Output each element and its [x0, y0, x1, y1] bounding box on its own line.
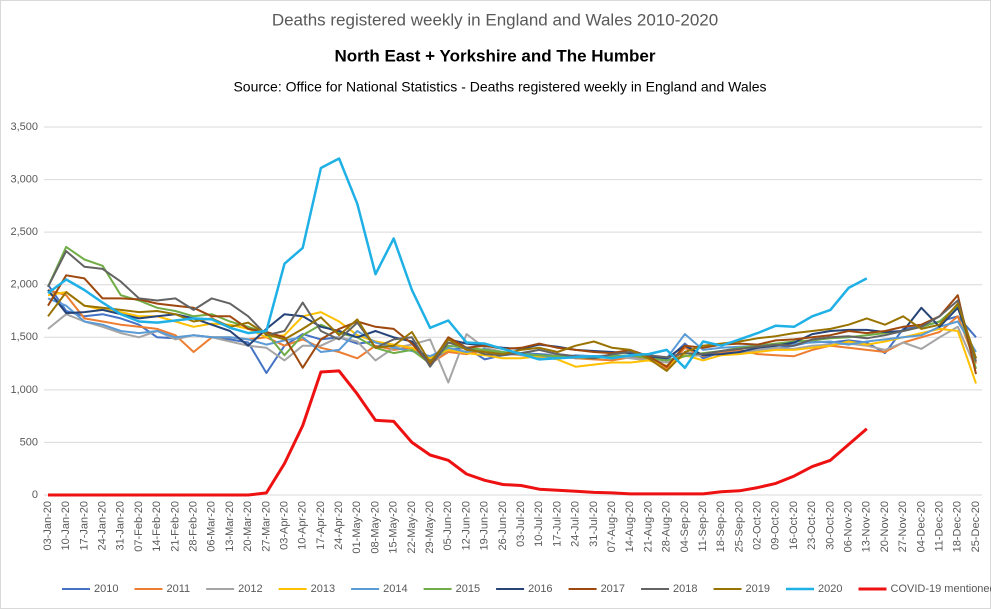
x-tick-label: 17-Apr-20	[315, 501, 327, 550]
x-tick-label: 05-Jun-20	[442, 501, 454, 551]
x-tick-label: 28-Aug-20	[661, 501, 673, 552]
legend-label: 2013	[311, 583, 335, 595]
x-tick-label: 20-Mar-20	[242, 501, 254, 552]
x-tick-label: 27-Nov-20	[897, 501, 909, 552]
legend-label: 2015	[456, 583, 480, 595]
legend-label: 2016	[528, 583, 552, 595]
chart-title: Deaths registered weekly in England and …	[272, 10, 718, 29]
x-tick-label: 19-Jun-20	[479, 501, 491, 551]
x-tick-label: 11-Sep-20	[697, 501, 709, 552]
x-tick-label: 30-Oct-20	[824, 501, 836, 550]
x-tick-label: 14-Aug-20	[624, 501, 636, 552]
y-tick-label: 2,500	[10, 226, 38, 238]
x-tick-label: 09-Oct-20	[770, 501, 782, 550]
legend-label: 2019	[746, 583, 770, 595]
x-tick-label: 04-Dec-20	[915, 501, 927, 552]
legend-label: 2020	[818, 583, 842, 595]
legend-label: 2014	[383, 583, 407, 595]
x-tick-label: 23-Oct-20	[806, 501, 818, 550]
legend-label: 2012	[238, 583, 262, 595]
chart-subtitle: North East + Yorkshire and The Humber	[334, 46, 655, 65]
x-tick-label: 01-May-20	[351, 501, 363, 554]
x-tick-label: 20-Nov-20	[879, 501, 891, 552]
x-tick-label: 13-Mar-20	[224, 501, 236, 552]
series-line	[47, 291, 977, 384]
x-tick-label: 28-Feb-20	[187, 501, 199, 552]
x-tick-label: 13-Nov-20	[861, 501, 873, 552]
legend-label: 2017	[601, 583, 625, 595]
x-tick-label: 31-Jan-20	[115, 501, 127, 551]
x-tick-label: 27-Mar-20	[260, 501, 272, 552]
y-tick-label: 1,000	[10, 384, 38, 396]
x-tick-label: 24-Jan-20	[96, 501, 108, 551]
x-tick-label: 22-May-20	[406, 501, 418, 554]
x-tick-label: 21-Feb-20	[169, 501, 181, 552]
x-tick-label: 10-Apr-20	[297, 501, 309, 550]
x-tick-label: 17-Jul-20	[551, 501, 563, 547]
x-tick-label: 10-Jul-20	[533, 501, 545, 547]
series-line	[47, 157, 868, 370]
y-tick-label: 500	[20, 436, 38, 448]
x-tick-label: 21-Aug-20	[642, 501, 654, 552]
x-tick-label: 03-Jan-20	[42, 501, 54, 551]
x-tick-label: 10-Jan-20	[60, 501, 72, 551]
x-tick-label: 25-Dec-20	[970, 501, 982, 552]
x-tick-label: 15-May-20	[388, 501, 400, 554]
series-line	[48, 369, 868, 497]
x-tick-label: 08-May-20	[369, 501, 381, 554]
legend-label: 2018	[673, 583, 697, 595]
x-tick-label: 29-May-20	[424, 501, 436, 554]
y-tick-label: 1,500	[10, 331, 38, 343]
series-line	[47, 250, 977, 368]
x-tick-label: 11-Dec-20	[934, 501, 946, 552]
x-tick-label: 04-Sep-20	[679, 501, 691, 552]
x-tick-label: 14-Feb-20	[151, 501, 163, 552]
x-tick-label: 07-Feb-20	[133, 501, 145, 552]
x-tick-label: 25-Sep-20	[733, 501, 745, 552]
x-tick-label: 12-Jun-20	[460, 501, 472, 551]
series-line	[47, 274, 977, 375]
x-tick-label: 06-Mar-20	[206, 501, 218, 552]
y-tick-label: 3,000	[10, 173, 38, 185]
x-tick-label: 24-Jul-20	[570, 501, 582, 547]
x-tick-label: 17-Jan-20	[78, 501, 90, 551]
x-tick-label: 03-Apr-20	[278, 501, 290, 550]
x-tick-label: 18-Dec-20	[952, 501, 964, 552]
x-tick-label: 16-Oct-20	[788, 501, 800, 550]
legend-label: COVID-19 mentioned	[891, 583, 991, 595]
x-tick-label: 26-Jun-20	[497, 501, 509, 551]
x-tick-label: 24-Apr-20	[333, 501, 345, 550]
x-tick-label: 02-Oct-20	[752, 501, 764, 550]
y-tick-label: 2,000	[10, 279, 38, 291]
x-tick-label: 03-Jul-20	[515, 501, 527, 547]
x-tick-label: 31-Jul-20	[588, 501, 600, 547]
x-tick-label: 07-Aug-20	[606, 501, 618, 552]
y-tick-label: 3,500	[10, 121, 38, 133]
legend-label: 2011	[166, 583, 190, 595]
legend-label: 2010	[94, 583, 118, 595]
y-tick-label: 0	[32, 489, 38, 501]
x-tick-label: 18-Sep-20	[715, 501, 727, 552]
chart-source: Source: Office for National Statistics -…	[233, 79, 766, 95]
x-tick-label: 06-Nov-20	[843, 501, 855, 552]
